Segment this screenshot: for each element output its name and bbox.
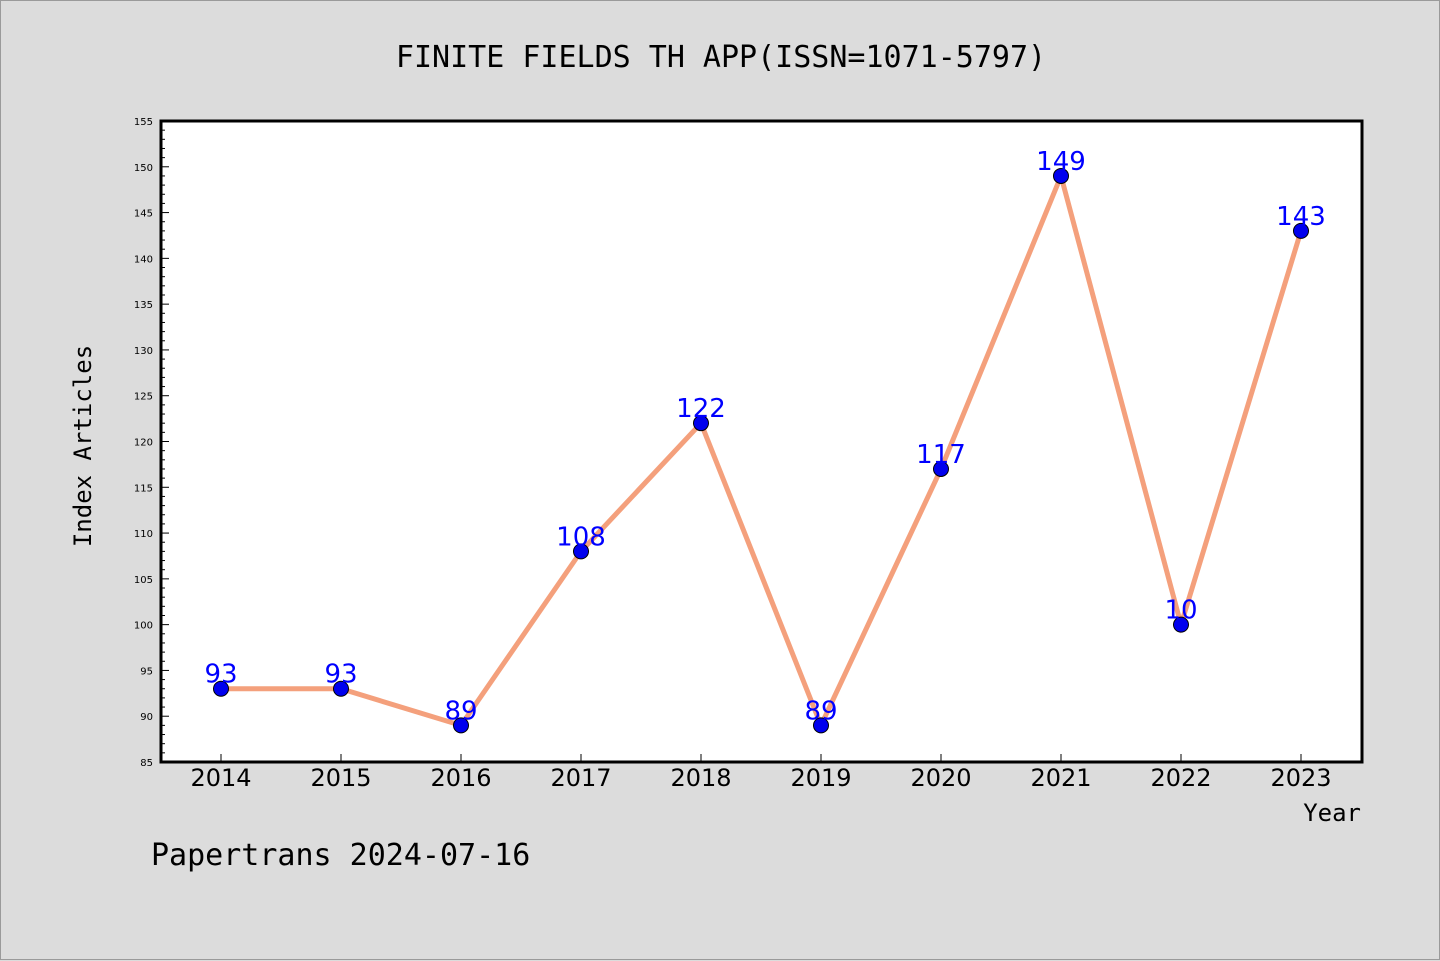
x-tick-label: 2020 — [910, 764, 971, 792]
data-label: 89 — [444, 696, 477, 726]
data-label: 93 — [204, 660, 237, 690]
y-tick-label: 100 — [134, 621, 153, 632]
y-tick-label: 120 — [134, 438, 153, 449]
data-label: 89 — [804, 696, 837, 726]
x-tick-label: 2015 — [310, 764, 371, 792]
data-label: 10 — [1164, 596, 1197, 626]
y-tick-label: 145 — [134, 209, 153, 220]
plot-area — [161, 121, 1362, 762]
data-point — [1173, 616, 1189, 633]
data-label: 117 — [916, 440, 966, 470]
y-tick-label: 95 — [140, 666, 153, 677]
x-tick-label: 2014 — [190, 764, 251, 792]
data-markers — [213, 167, 1309, 734]
x-tick-label: 2021 — [1030, 764, 1091, 792]
y-tick-label: 155 — [134, 117, 153, 128]
footer-watermark-date: Papertrans 2024-07-16 — [151, 838, 530, 873]
data-label: 93 — [324, 660, 357, 690]
data-point — [333, 680, 349, 697]
y-tick-label: 85 — [140, 758, 153, 769]
y-axis-label: Index Articles — [69, 345, 97, 547]
x-tick-label: 2018 — [670, 764, 731, 792]
y-axis: 85 90 95 100 105 110 115 120 125 130 135 140 145 150 1… — [134, 117, 169, 769]
x-tick-label: 2016 — [430, 764, 491, 792]
y-tick-label: 135 — [134, 300, 153, 311]
x-axis: 2014 2015 2016 2017 2018 2019 2020 2021 2022 2023 — [190, 754, 1332, 792]
data-labels: 93 93 89 108 122 89 117 149 10 143 — [204, 147, 1325, 726]
y-tick-label: 110 — [134, 529, 153, 540]
data-label: 122 — [676, 394, 726, 424]
data-point — [1293, 222, 1309, 239]
chart-title: FINITE FIELDS TH APP(ISSN=1071-5797) — [396, 40, 1046, 75]
data-point — [813, 717, 829, 734]
data-point — [213, 680, 229, 697]
x-tick-label: 2023 — [1270, 764, 1331, 792]
data-label: 149 — [1036, 147, 1086, 177]
x-tick-label: 2017 — [550, 764, 611, 792]
y-tick-label: 130 — [134, 346, 153, 357]
plot-frame — [159, 119, 1364, 764]
y-tick-label: 105 — [134, 575, 153, 586]
y-tick-label: 115 — [134, 483, 153, 494]
y-tick-label: 140 — [134, 254, 153, 265]
data-label: 143 — [1276, 202, 1326, 232]
series-line — [221, 168, 1304, 732]
y-tick-label: 125 — [134, 392, 153, 403]
x-tick-label: 2019 — [790, 764, 851, 792]
y-tick-label: 150 — [134, 163, 153, 174]
series-line-group — [221, 168, 1304, 732]
data-point — [453, 717, 469, 734]
data-point — [693, 415, 709, 432]
data-point — [933, 460, 949, 477]
x-tick-label: 2022 — [1150, 764, 1211, 792]
x-axis-label: Year — [1303, 799, 1361, 827]
data-point — [573, 543, 589, 560]
data-point — [1053, 167, 1069, 184]
data-label: 108 — [556, 522, 606, 552]
y-tick-label: 90 — [140, 712, 153, 723]
